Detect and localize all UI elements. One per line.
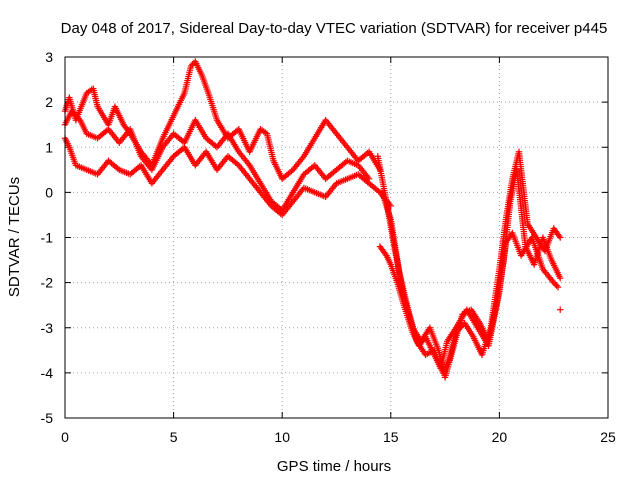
data-series — [61, 107, 373, 214]
y-tick-label: 3 — [45, 49, 53, 65]
data-point — [554, 283, 562, 291]
data-point — [189, 61, 196, 68]
y-tick-label: 1 — [45, 139, 53, 155]
x-tick-label: 10 — [274, 429, 290, 445]
chart-title: Day 048 of 2017, Sidereal Day-to-day VTE… — [61, 20, 608, 37]
data-point — [557, 306, 564, 313]
x-tick-label: 5 — [170, 429, 178, 445]
data-point — [557, 234, 564, 241]
plot-frame — [64, 56, 609, 419]
grid-lines — [65, 57, 608, 418]
axis-tick-labels: 0 5 10 15 20 25 -5 -4 -3 -2 -1 0 1 2 3 — [41, 49, 616, 445]
x-tick-label: 20 — [492, 429, 508, 445]
x-tick-label: 25 — [600, 429, 616, 445]
y-tick-label: -3 — [41, 320, 54, 336]
data-series — [61, 135, 394, 219]
data-series — [374, 153, 564, 381]
data-point — [553, 282, 560, 289]
y-tick-label: -4 — [41, 365, 54, 381]
x-tick-label: 15 — [383, 429, 399, 445]
x-tick-label: 0 — [61, 429, 69, 445]
data-point — [551, 280, 559, 288]
data-point — [365, 175, 373, 183]
data-point — [550, 279, 557, 286]
y-tick-label: 2 — [45, 94, 53, 110]
data-point — [125, 129, 133, 136]
y-tick-label: -1 — [41, 230, 54, 246]
data-series — [61, 58, 384, 183]
data-points — [61, 58, 564, 381]
y-tick-label: -5 — [41, 410, 54, 426]
data-series — [557, 306, 564, 313]
data-point — [382, 250, 389, 258]
x-axis-label: GPS time / hours — [277, 458, 391, 475]
data-point — [555, 232, 563, 240]
data-point — [557, 274, 564, 282]
y-axis-label: SDTVAR / TECUs — [6, 177, 23, 297]
y-tick-label: -2 — [41, 275, 54, 291]
data-point — [187, 62, 195, 70]
y-tick-label: 0 — [45, 184, 53, 200]
